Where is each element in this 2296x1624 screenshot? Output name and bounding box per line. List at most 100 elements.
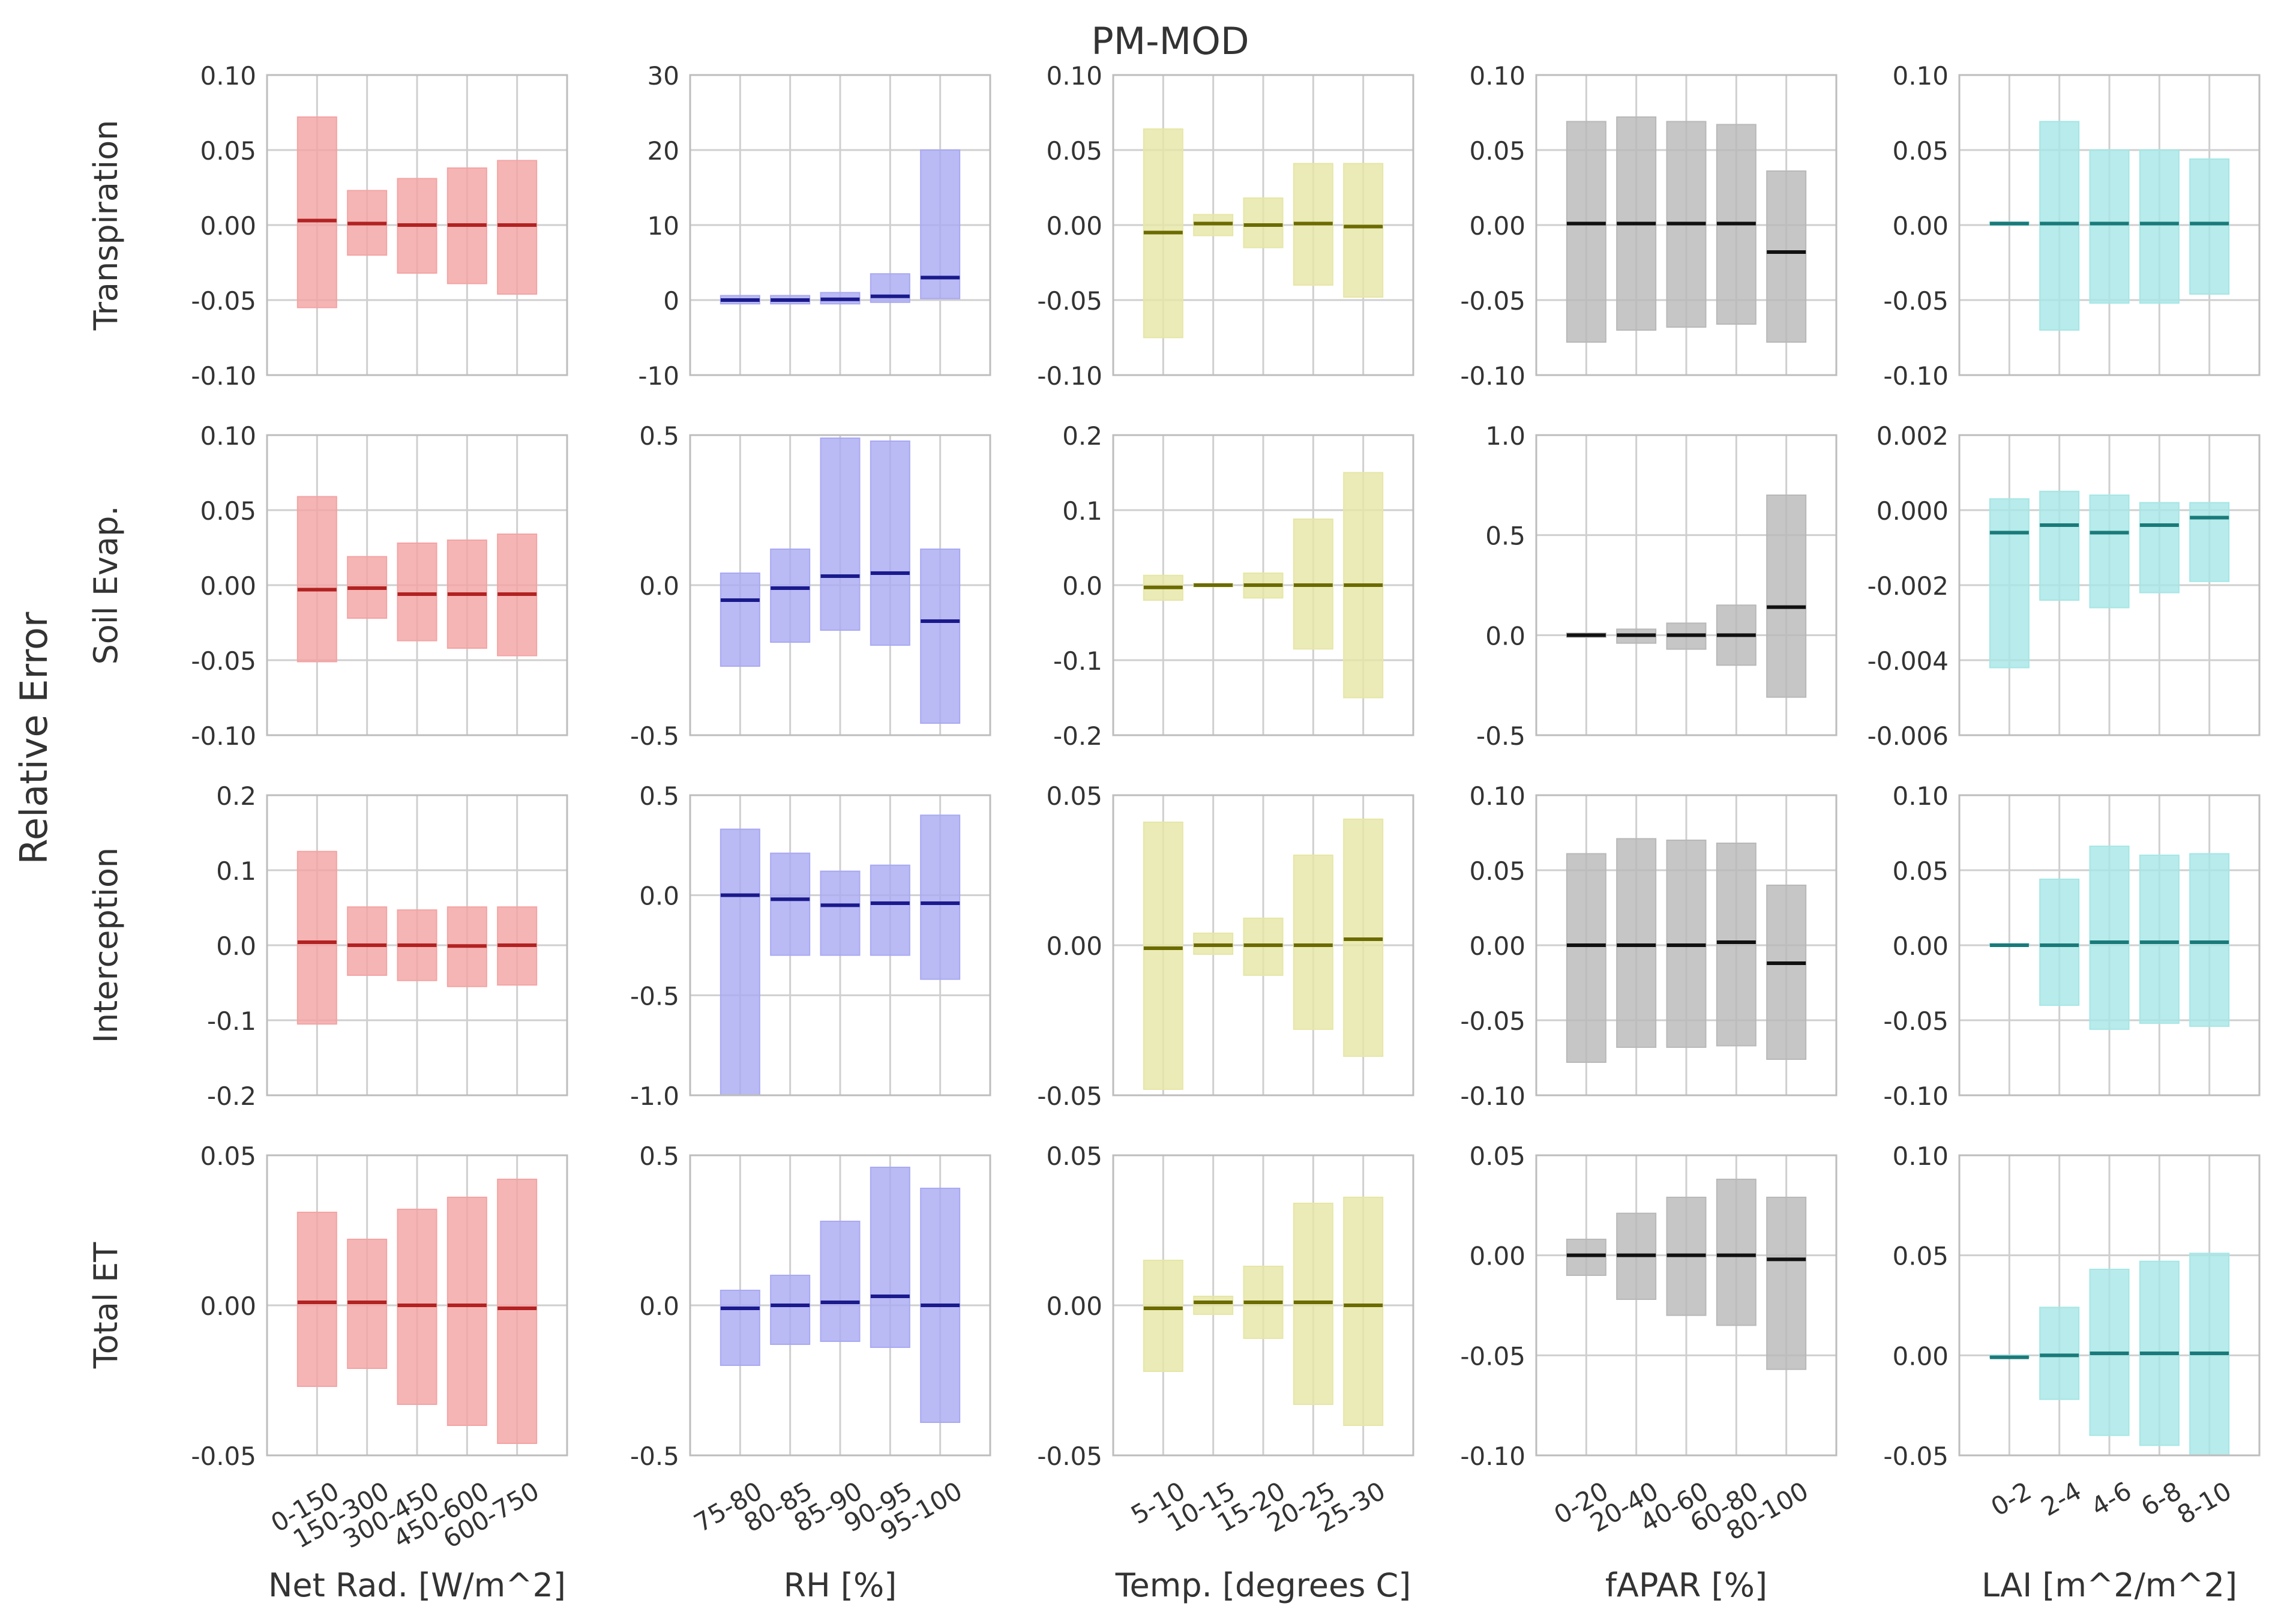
range-bar — [920, 549, 961, 724]
range-bar — [1566, 853, 1606, 1063]
y-tick-label: -0.05 — [1037, 1442, 1102, 1471]
y-tick-label: 0.0 — [1062, 571, 1102, 601]
range-bar — [2139, 502, 2180, 594]
range-bar — [1989, 498, 2030, 669]
x-tick-label: 0-2 — [1986, 1476, 2036, 1522]
panel-frame — [266, 74, 568, 376]
y-tick-label: 0.05 — [1469, 136, 1525, 166]
y-tick-label: 0.00 — [1046, 211, 1102, 241]
panel-2-0: -0.2 -0.1 0.0 0.1 0.2 Interception — [87, 781, 568, 1111]
range-bar — [2039, 490, 2080, 601]
y-tick-label: 0.05 — [1469, 856, 1525, 886]
range-bar — [2089, 495, 2130, 609]
range-bar — [397, 543, 437, 642]
range-bar — [820, 1221, 861, 1342]
y-tick-label: 0.05 — [1892, 856, 1949, 886]
y-tick-label: 0.5 — [1485, 522, 1525, 551]
panel-frame — [1112, 794, 1414, 1096]
panel-2-4: -0.10 -0.05 0.00 0.05 0.10 — [1883, 781, 2261, 1111]
y-tick-label: -0.05 — [1037, 286, 1102, 316]
y-tick-label: 0.5 — [639, 421, 679, 451]
y-tick-label: -0.1 — [1053, 646, 1102, 676]
y-tick-label: 0.00 — [1469, 211, 1525, 241]
y-tick-label: 0.05 — [1046, 781, 1102, 811]
y-tick-label: 0.0 — [639, 882, 679, 911]
range-bar — [347, 906, 388, 976]
range-bar — [920, 814, 961, 980]
panel-2-1: -1.0 -0.5 0.0 0.5 — [630, 781, 991, 1111]
y-tick-label: 0.00 — [1469, 1242, 1525, 1271]
y-tick-label: -0.10 — [191, 361, 256, 391]
range-bar — [446, 1197, 487, 1426]
range-bar — [2089, 149, 2130, 304]
range-bar — [720, 1290, 760, 1366]
panel-frame — [1535, 1154, 1838, 1457]
y-tick-label: 0.05 — [1046, 1141, 1102, 1171]
y-tick-label: -0.05 — [1460, 1341, 1525, 1371]
x-axis-label: fAPAR [%] — [1605, 1566, 1767, 1604]
y-tick-label: -10 — [638, 361, 679, 391]
y-tick-label: -0.05 — [191, 646, 256, 676]
y-tick-label: -0.5 — [1476, 721, 1525, 751]
range-bar — [2139, 855, 2180, 1024]
panel-frame — [689, 794, 991, 1096]
range-bar — [497, 1179, 538, 1444]
panel-1-4: -0.006 -0.004 -0.002 0.000 0.002 — [1868, 421, 2261, 751]
y-tick-label: 0.1 — [216, 856, 256, 886]
range-bar — [1343, 1197, 1384, 1426]
y-tick-label: 0.5 — [639, 781, 679, 811]
range-bar — [720, 828, 760, 1096]
row-label: Total ET — [87, 1242, 125, 1369]
panel-grid: -0.10 -0.05 0.00 0.05 0.10 Transpiration -10 0 1… — [87, 61, 2261, 1604]
panel-frame — [266, 1154, 568, 1457]
range-bar — [497, 160, 538, 295]
y-tick-label: -0.05 — [1883, 286, 1949, 316]
range-bar — [920, 149, 961, 299]
y-tick-label: 0.00 — [1892, 1341, 1949, 1371]
y-tick-label: 0.05 — [200, 136, 256, 166]
y-tick-label: -0.10 — [191, 721, 256, 751]
range-bar — [2039, 879, 2080, 1006]
panel-frame — [1112, 1154, 1414, 1457]
y-tick-label: -0.10 — [1037, 361, 1102, 391]
x-axis-label: RH [%] — [784, 1566, 897, 1604]
y-tick-label: -0.05 — [191, 1442, 256, 1471]
y-tick-label: 0 — [663, 286, 679, 316]
panel-0-1: -10 0 10 20 30 — [638, 61, 991, 391]
panel-frame — [1535, 434, 1838, 736]
panel-frame — [1958, 794, 2261, 1096]
y-tick-label: -0.05 — [1037, 1081, 1102, 1111]
y-tick-label: 0.2 — [216, 781, 256, 811]
range-bar — [2139, 149, 2180, 304]
range-bar — [770, 1275, 811, 1345]
range-bar — [1343, 163, 1384, 298]
range-bar — [870, 1167, 910, 1348]
range-bar — [2039, 121, 2080, 331]
y-tick-label: -0.5 — [630, 1442, 679, 1471]
y-tick-label: -0.05 — [1460, 286, 1525, 316]
panel-frame — [1958, 434, 2261, 736]
range-bar — [296, 496, 337, 663]
panel-3-2: -0.050.000.055-1010-1515-2020-2525-30Tem… — [1037, 1141, 1414, 1604]
x-tick-label: 8-10 — [2172, 1476, 2237, 1530]
x-axis-label: LAI [m^2/m^2] — [1982, 1566, 2237, 1604]
panel-frame — [1112, 434, 1414, 736]
y-tick-label: 0.0 — [216, 931, 256, 961]
y-tick-label: 0.05 — [1046, 136, 1102, 166]
y-tick-label: 0.10 — [1892, 781, 1949, 811]
y-tick-label: 0.0 — [639, 1292, 679, 1321]
range-bar — [1293, 855, 1333, 1030]
range-bar — [1143, 1260, 1183, 1372]
panel-frame — [689, 434, 991, 736]
range-bar — [770, 852, 811, 956]
range-bar — [1566, 121, 1606, 343]
range-bar — [1766, 495, 1807, 698]
range-bar — [1766, 170, 1807, 343]
panel-3-3: -0.10-0.050.000.050-2020-4040-6060-8080-… — [1460, 1141, 1838, 1604]
range-bar — [296, 1212, 337, 1387]
y-tick-label: -1.0 — [630, 1081, 679, 1111]
y-tick-label: 0.10 — [1892, 1141, 1949, 1171]
range-bar — [1143, 822, 1183, 1090]
